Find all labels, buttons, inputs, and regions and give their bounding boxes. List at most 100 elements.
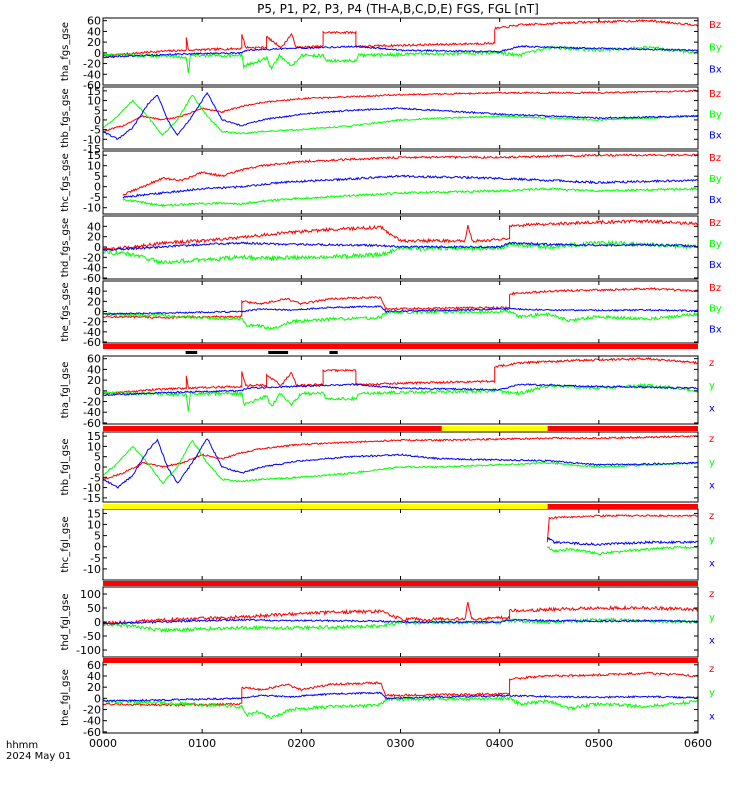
legend-entry-z: z — [709, 358, 714, 369]
mode-bar-segment — [547, 504, 698, 509]
y-tick-label: 0 — [94, 305, 101, 318]
series-Bz-thd_fgs_gse — [103, 218, 698, 252]
y-axis-label: thd_fgs_gse — [60, 218, 71, 277]
y-tick-label: -5 — [90, 124, 101, 137]
legend-entry-y: y — [709, 688, 715, 699]
y-tick-label: 40 — [87, 670, 101, 683]
legend-entry-z: z — [709, 511, 714, 522]
y-tick-label: 0 — [94, 47, 101, 60]
legend-entry-Bz: Bz — [709, 283, 721, 294]
legend-entry-Bx: Bx — [709, 260, 722, 271]
legend-entry-By: By — [709, 174, 722, 185]
x-tick-label: 0500 — [585, 737, 613, 750]
legend-entry-y: y — [709, 457, 715, 468]
legend-entry-x: x — [709, 558, 715, 569]
y-tick-label: -60 — [83, 417, 101, 430]
series-z-tha_fgl_gse — [103, 357, 698, 396]
y-tick-label: -15 — [83, 143, 101, 156]
y-tick-label: 10 — [87, 160, 101, 173]
event-tick — [185, 351, 198, 354]
mode-bar-segment — [441, 426, 548, 431]
legend-entry-By: By — [709, 42, 722, 53]
y-tick-label: 10 — [87, 440, 101, 453]
y-tick-label: 40 — [87, 220, 101, 233]
series-Bz-thb_fgs_gse — [103, 89, 698, 133]
y-axis-label: thc_fgl_gse — [60, 516, 71, 572]
panel-frame — [102, 355, 699, 425]
event-tick — [268, 351, 289, 354]
y-tick-label: -5 — [90, 471, 101, 484]
legend-entry-x: x — [709, 403, 715, 414]
y-axis-label: thc_fgs_gse — [60, 153, 71, 212]
y-tick-label: 20 — [87, 681, 101, 694]
y-axis-label: thb_fgs_gse — [60, 88, 71, 147]
y-tick-label: -20 — [83, 396, 101, 409]
chart-title: P5, P1, P2, P3, P4 (TH-A,B,C,D,E) FGS, F… — [257, 2, 539, 16]
x-tick-label: 0100 — [188, 737, 216, 750]
y-tick-label: 20 — [87, 295, 101, 308]
series-Bz-thc_fgs_gse — [122, 153, 698, 196]
mode-bar-segment — [103, 581, 698, 586]
y-tick-label: -20 — [83, 251, 101, 264]
y-tick-label: -20 — [83, 704, 101, 717]
y-tick-label: 0 — [94, 541, 101, 554]
series-Bx-tha_fgs_gse — [103, 44, 698, 59]
legend-entry-By: By — [709, 239, 722, 250]
y-tick-label: 0 — [94, 385, 101, 398]
y-tick-label: 15 — [87, 430, 101, 443]
series-y-the_fgl_gse — [103, 695, 698, 720]
y-tick-label: 5 — [94, 451, 101, 464]
series-y-tha_fgl_gse — [103, 382, 698, 412]
y-tick-label: 15 — [87, 149, 101, 162]
legend-entry-z: z — [709, 664, 714, 675]
legend-entry-z: z — [709, 434, 714, 445]
y-tick-label: -40 — [83, 262, 101, 275]
date-label: 2024 May 01 — [6, 751, 71, 762]
y-tick-label: 60 — [87, 353, 101, 366]
series-z-thb_fgl_gse — [103, 434, 698, 481]
y-tick-label: -20 — [83, 58, 101, 71]
y-tick-label: -40 — [83, 715, 101, 728]
y-tick-label: 60 — [87, 15, 101, 28]
y-tick-label: 15 — [87, 507, 101, 520]
legend-entry-By: By — [709, 110, 722, 121]
y-axis-label: thd_fgl_gse — [60, 594, 71, 651]
y-tick-label: -5 — [90, 191, 101, 204]
legend-entry-x: x — [709, 711, 715, 722]
y-tick-label: -100 — [76, 644, 101, 657]
y-tick-label: -10 — [83, 482, 101, 495]
series-By-thc_fgs_gse — [122, 186, 698, 208]
y-tick-label: 10 — [87, 95, 101, 108]
series-x-thb_fgl_gse — [103, 438, 698, 489]
legend-entry-x: x — [709, 636, 715, 647]
panel-frame — [102, 508, 699, 581]
y-tick-label: 50 — [87, 602, 101, 615]
y-tick-label: 0 — [94, 241, 101, 254]
series-By-thd_fgs_gse — [103, 239, 698, 266]
panel-frame — [102, 17, 699, 86]
y-tick-label: -20 — [83, 316, 101, 329]
x-tick-label: 0300 — [387, 737, 415, 750]
y-tick-label: -10 — [83, 563, 101, 576]
legend-entry-Bz: Bz — [709, 89, 721, 100]
series-By-tha_fgs_gse — [103, 45, 698, 74]
y-tick-label: 0 — [94, 616, 101, 629]
series-x-the_fgl_gse — [103, 691, 698, 703]
y-tick-label: -40 — [83, 68, 101, 81]
y-tick-label: 100 — [80, 588, 101, 601]
series-By-thb_fgs_gse — [103, 94, 698, 137]
series-x-thc_fgl_gse — [546, 536, 698, 546]
legend-entry-Bz: Bz — [709, 20, 721, 31]
y-tick-label: 20 — [87, 374, 101, 387]
series-z-thc_fgl_gse — [546, 513, 698, 543]
series-Bx-the_fgs_gse — [103, 305, 698, 316]
y-tick-label: 20 — [87, 36, 101, 49]
legend-entry-Bx: Bx — [709, 195, 722, 206]
y-tick-label: 20 — [87, 231, 101, 244]
